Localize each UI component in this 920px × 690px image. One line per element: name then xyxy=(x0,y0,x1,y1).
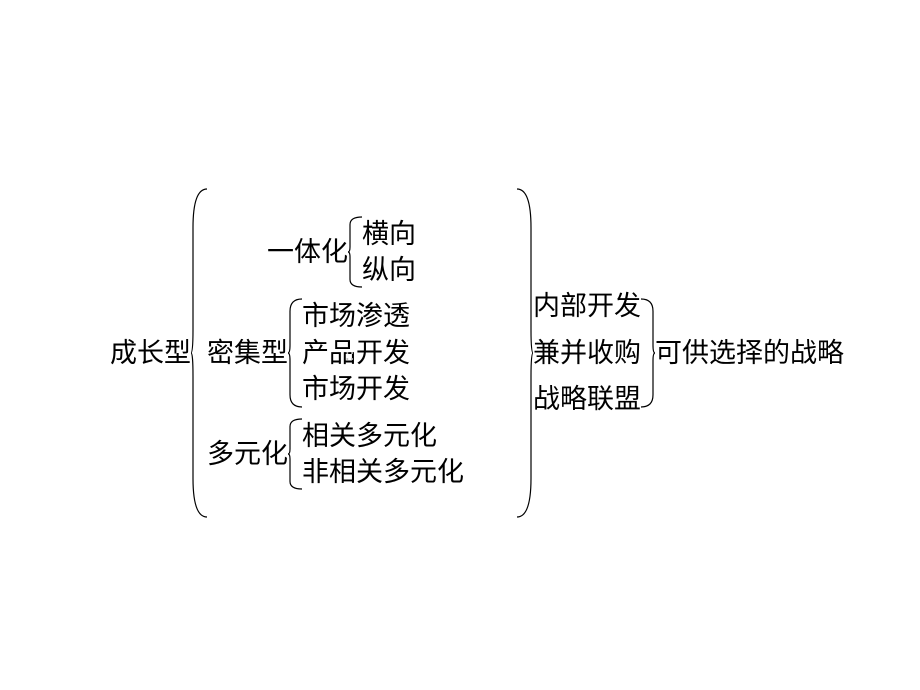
branch-items: 相关多元化非相关多元化 xyxy=(302,420,464,489)
branch-row: 一体化横向纵向 xyxy=(267,216,416,288)
branch-open-brace xyxy=(288,418,302,490)
root-close-brace xyxy=(517,188,533,518)
branch-items: 市场渗透产品开发市场开发 xyxy=(302,300,410,405)
right-column-item: 兼并收购 xyxy=(533,337,641,369)
final-label: 可供选择的战略 xyxy=(655,337,844,369)
right-close-brace xyxy=(641,298,655,408)
brace-svg xyxy=(641,298,655,408)
branch-item: 横向 xyxy=(362,218,416,250)
root-open-brace xyxy=(191,188,207,518)
branch-row: 多元化相关多元化非相关多元化 xyxy=(207,418,464,490)
branch-item: 纵向 xyxy=(362,254,416,286)
branch-item: 非相关多元化 xyxy=(302,456,464,488)
branch-item: 产品开发 xyxy=(302,337,410,369)
branch-label: 多元化 xyxy=(207,438,288,470)
brace-svg xyxy=(191,188,207,518)
brace-path xyxy=(641,299,655,407)
branch-label: 密集型 xyxy=(207,337,288,369)
branch-item: 市场开发 xyxy=(302,373,410,405)
branch-items: 横向纵向 xyxy=(362,218,416,287)
right-column-item: 内部开发 xyxy=(533,290,641,322)
right-column: 内部开发兼并收购战略联盟 xyxy=(533,290,641,415)
branch-label: 一体化 xyxy=(267,236,348,268)
branch-open-brace xyxy=(288,298,302,408)
strategy-diagram: 成长型 一体化横向纵向密集型市场渗透产品开发市场开发多元化相关多元化非相关多元化… xyxy=(110,188,844,518)
branches-column: 一体化横向纵向密集型市场渗透产品开发市场开发多元化相关多元化非相关多元化 xyxy=(207,216,517,490)
brace-svg xyxy=(517,188,533,518)
branch-open-brace xyxy=(348,216,362,288)
branch-row: 密集型市场渗透产品开发市场开发 xyxy=(207,298,410,408)
root-label: 成长型 xyxy=(110,337,191,369)
brace-path xyxy=(191,189,207,517)
branch-item: 相关多元化 xyxy=(302,420,464,452)
brace-path xyxy=(517,189,533,517)
right-column-item: 战略联盟 xyxy=(533,383,641,415)
branch-item: 市场渗透 xyxy=(302,300,410,332)
